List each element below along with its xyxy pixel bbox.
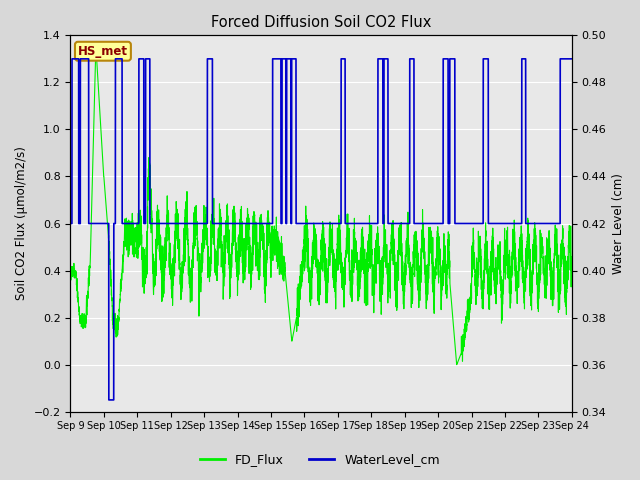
Title: Forced Diffusion Soil CO2 Flux: Forced Diffusion Soil CO2 Flux xyxy=(211,15,431,30)
Y-axis label: Soil CO2 Flux (μmol/m2/s): Soil CO2 Flux (μmol/m2/s) xyxy=(15,146,28,300)
Y-axis label: Water Level (cm): Water Level (cm) xyxy=(612,173,625,274)
Text: HS_met: HS_met xyxy=(78,45,128,58)
Legend: FD_Flux, WaterLevel_cm: FD_Flux, WaterLevel_cm xyxy=(195,448,445,471)
